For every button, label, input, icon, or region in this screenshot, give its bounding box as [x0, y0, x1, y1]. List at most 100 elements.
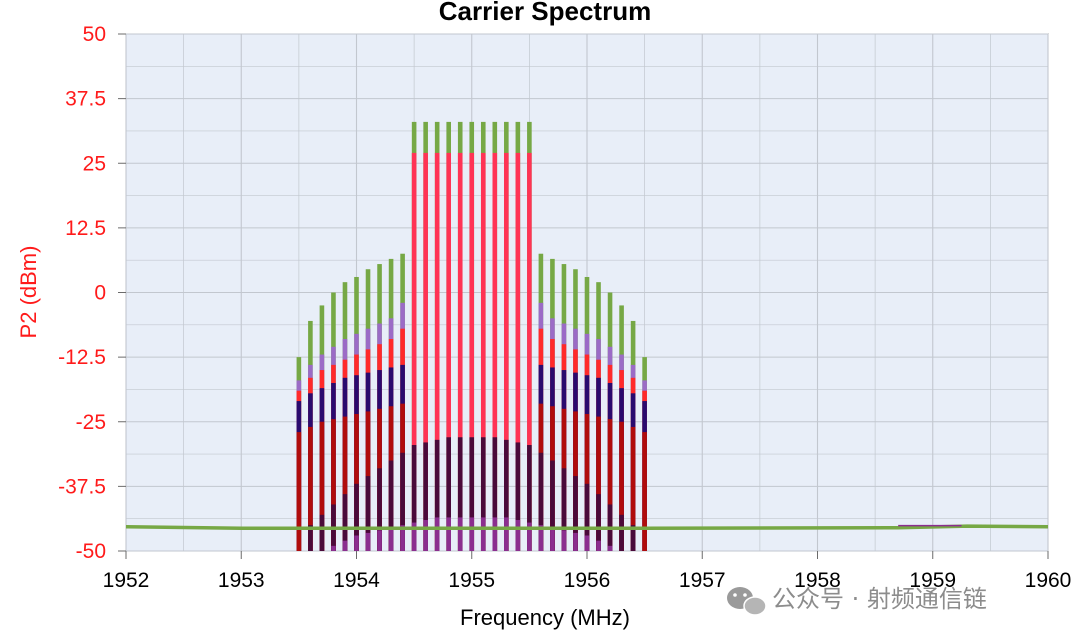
- y-axis-ticks: 50 37.5 25 12.5 0 -12.5 -25 -37.5 -50: [58, 23, 126, 563]
- spectrum-bar: [492, 152, 498, 551]
- y-tick-label: 25: [83, 152, 106, 175]
- spectrum-bar: [377, 468, 382, 551]
- spectrum-bar: [308, 426, 313, 551]
- spectrum-bar: [584, 413, 590, 551]
- y-tick-label: 0: [94, 282, 106, 305]
- y-tick-label: 50: [83, 23, 106, 46]
- spectrum-bar: [446, 437, 451, 551]
- spectrum-bar: [480, 152, 486, 551]
- spectrum-bar: [504, 517, 509, 551]
- spectrum-bar: [400, 525, 405, 551]
- spectrum-bar: [527, 445, 532, 551]
- spectrum-bar: [515, 152, 521, 551]
- x-axis-ticks: 1952 1953 1954 1955 1956 1957 1958 1959 1960: [103, 551, 1072, 592]
- spectrum-bar: [619, 514, 624, 551]
- x-tick-label: 1959: [909, 569, 956, 592]
- spectrum-bar: [446, 517, 451, 551]
- y-tick-label: 12.5: [65, 217, 106, 240]
- x-tick-label: 1953: [218, 569, 265, 592]
- spectrum-bar: [515, 442, 521, 551]
- spectrum-bar: [492, 437, 498, 551]
- spectrum-bar: [365, 476, 371, 551]
- spectrum-bar: [457, 152, 463, 551]
- spectrum-bar: [388, 460, 394, 551]
- spectrum-bar: [469, 437, 475, 551]
- spectrum-bar: [492, 517, 498, 551]
- spectrum-bar: [584, 483, 590, 551]
- spectrum-bar: [400, 452, 405, 551]
- spectrum-bar: [434, 439, 440, 551]
- spectrum-bar: [584, 535, 590, 551]
- spectrum-bar: [365, 532, 371, 551]
- spectrum-bar: [480, 517, 486, 551]
- spectrum-bar: [550, 460, 555, 551]
- spectrum-bar: [411, 445, 417, 551]
- x-tick-label: 1954: [333, 569, 380, 592]
- spectrum-bar: [354, 535, 359, 551]
- spectrum-bar: [319, 421, 325, 551]
- noise-floor: [125, 524, 1049, 531]
- spectrum-bar: [423, 152, 428, 551]
- spectrum-bar: [296, 432, 302, 551]
- y-tick-label: -12.5: [58, 346, 106, 369]
- y-tick-label: 37.5: [65, 88, 106, 111]
- watermark: 公众号 · 射频通信链: [727, 585, 987, 616]
- x-axis-label: Frequency (MHz): [460, 605, 630, 630]
- x-tick-label: 1958: [794, 569, 841, 592]
- spectrum-bar: [630, 426, 636, 551]
- y-tick-label: -50: [76, 540, 106, 563]
- spectrum-bar: [480, 437, 486, 551]
- spectrum-bar: [573, 476, 578, 551]
- spectrum-bar: [469, 517, 475, 551]
- spectrum-bar: [527, 522, 532, 551]
- spectrum-bar: [619, 421, 624, 551]
- spectrum-bar: [423, 442, 428, 551]
- y-tick-label: -25: [76, 411, 106, 434]
- spectrum-bar: [630, 525, 636, 551]
- spectrum-bar: [388, 527, 394, 551]
- spectrum-bar: [469, 152, 475, 551]
- x-tick-label: 1960: [1025, 569, 1072, 592]
- spectrum-bar: [342, 540, 348, 551]
- spectrum-bar: [423, 519, 428, 551]
- x-tick-label: 1957: [679, 569, 726, 592]
- spectrum-bar: [596, 540, 601, 551]
- x-tick-label: 1955: [448, 569, 495, 592]
- spectrum-bar: [596, 416, 601, 551]
- spectrum-bar: [342, 416, 348, 551]
- spectrum-bar: [596, 494, 601, 551]
- wechat-icon: [727, 587, 767, 616]
- x-tick-label: 1956: [564, 569, 611, 592]
- spectrum-bar: [446, 152, 451, 551]
- spectrum-bar: [331, 545, 336, 551]
- noise-floor-line: [125, 524, 1049, 531]
- spectrum-bar: [457, 517, 463, 551]
- watermark-text: 公众号 · 射频通信链: [772, 585, 987, 613]
- spectrum-bar: [607, 419, 613, 551]
- spectrum-bar: [538, 525, 544, 551]
- spectrum-bar: [573, 532, 578, 551]
- spectrum-bar: [411, 522, 417, 551]
- x-tick-label: 1952: [103, 569, 150, 592]
- spectrum-bar: [550, 527, 555, 551]
- spectrum-bar: [434, 517, 440, 551]
- spectrum-bar: [504, 152, 509, 551]
- spectrum-bar: [457, 437, 463, 551]
- spectrum-bar: [504, 439, 509, 551]
- spectrum-bar: [434, 152, 440, 551]
- spectrum-bar: [377, 530, 382, 551]
- spectrum-bar: [538, 452, 544, 551]
- spectrum-bar: [607, 545, 613, 551]
- spectrum-bar: [527, 152, 532, 551]
- spectrum-bar: [354, 483, 359, 551]
- chart-title: Carrier Spectrum: [439, 0, 651, 26]
- spectrum-bar: [411, 152, 417, 551]
- spectrum-bar: [319, 514, 325, 551]
- spectrum-bar: [308, 525, 313, 551]
- spectrum-bar: [331, 419, 336, 551]
- y-tick-label: -37.5: [58, 475, 106, 498]
- spectrum-bar: [642, 432, 647, 551]
- y-axis-label: P2 (dBm): [16, 246, 41, 339]
- spectrum-bar: [561, 530, 567, 551]
